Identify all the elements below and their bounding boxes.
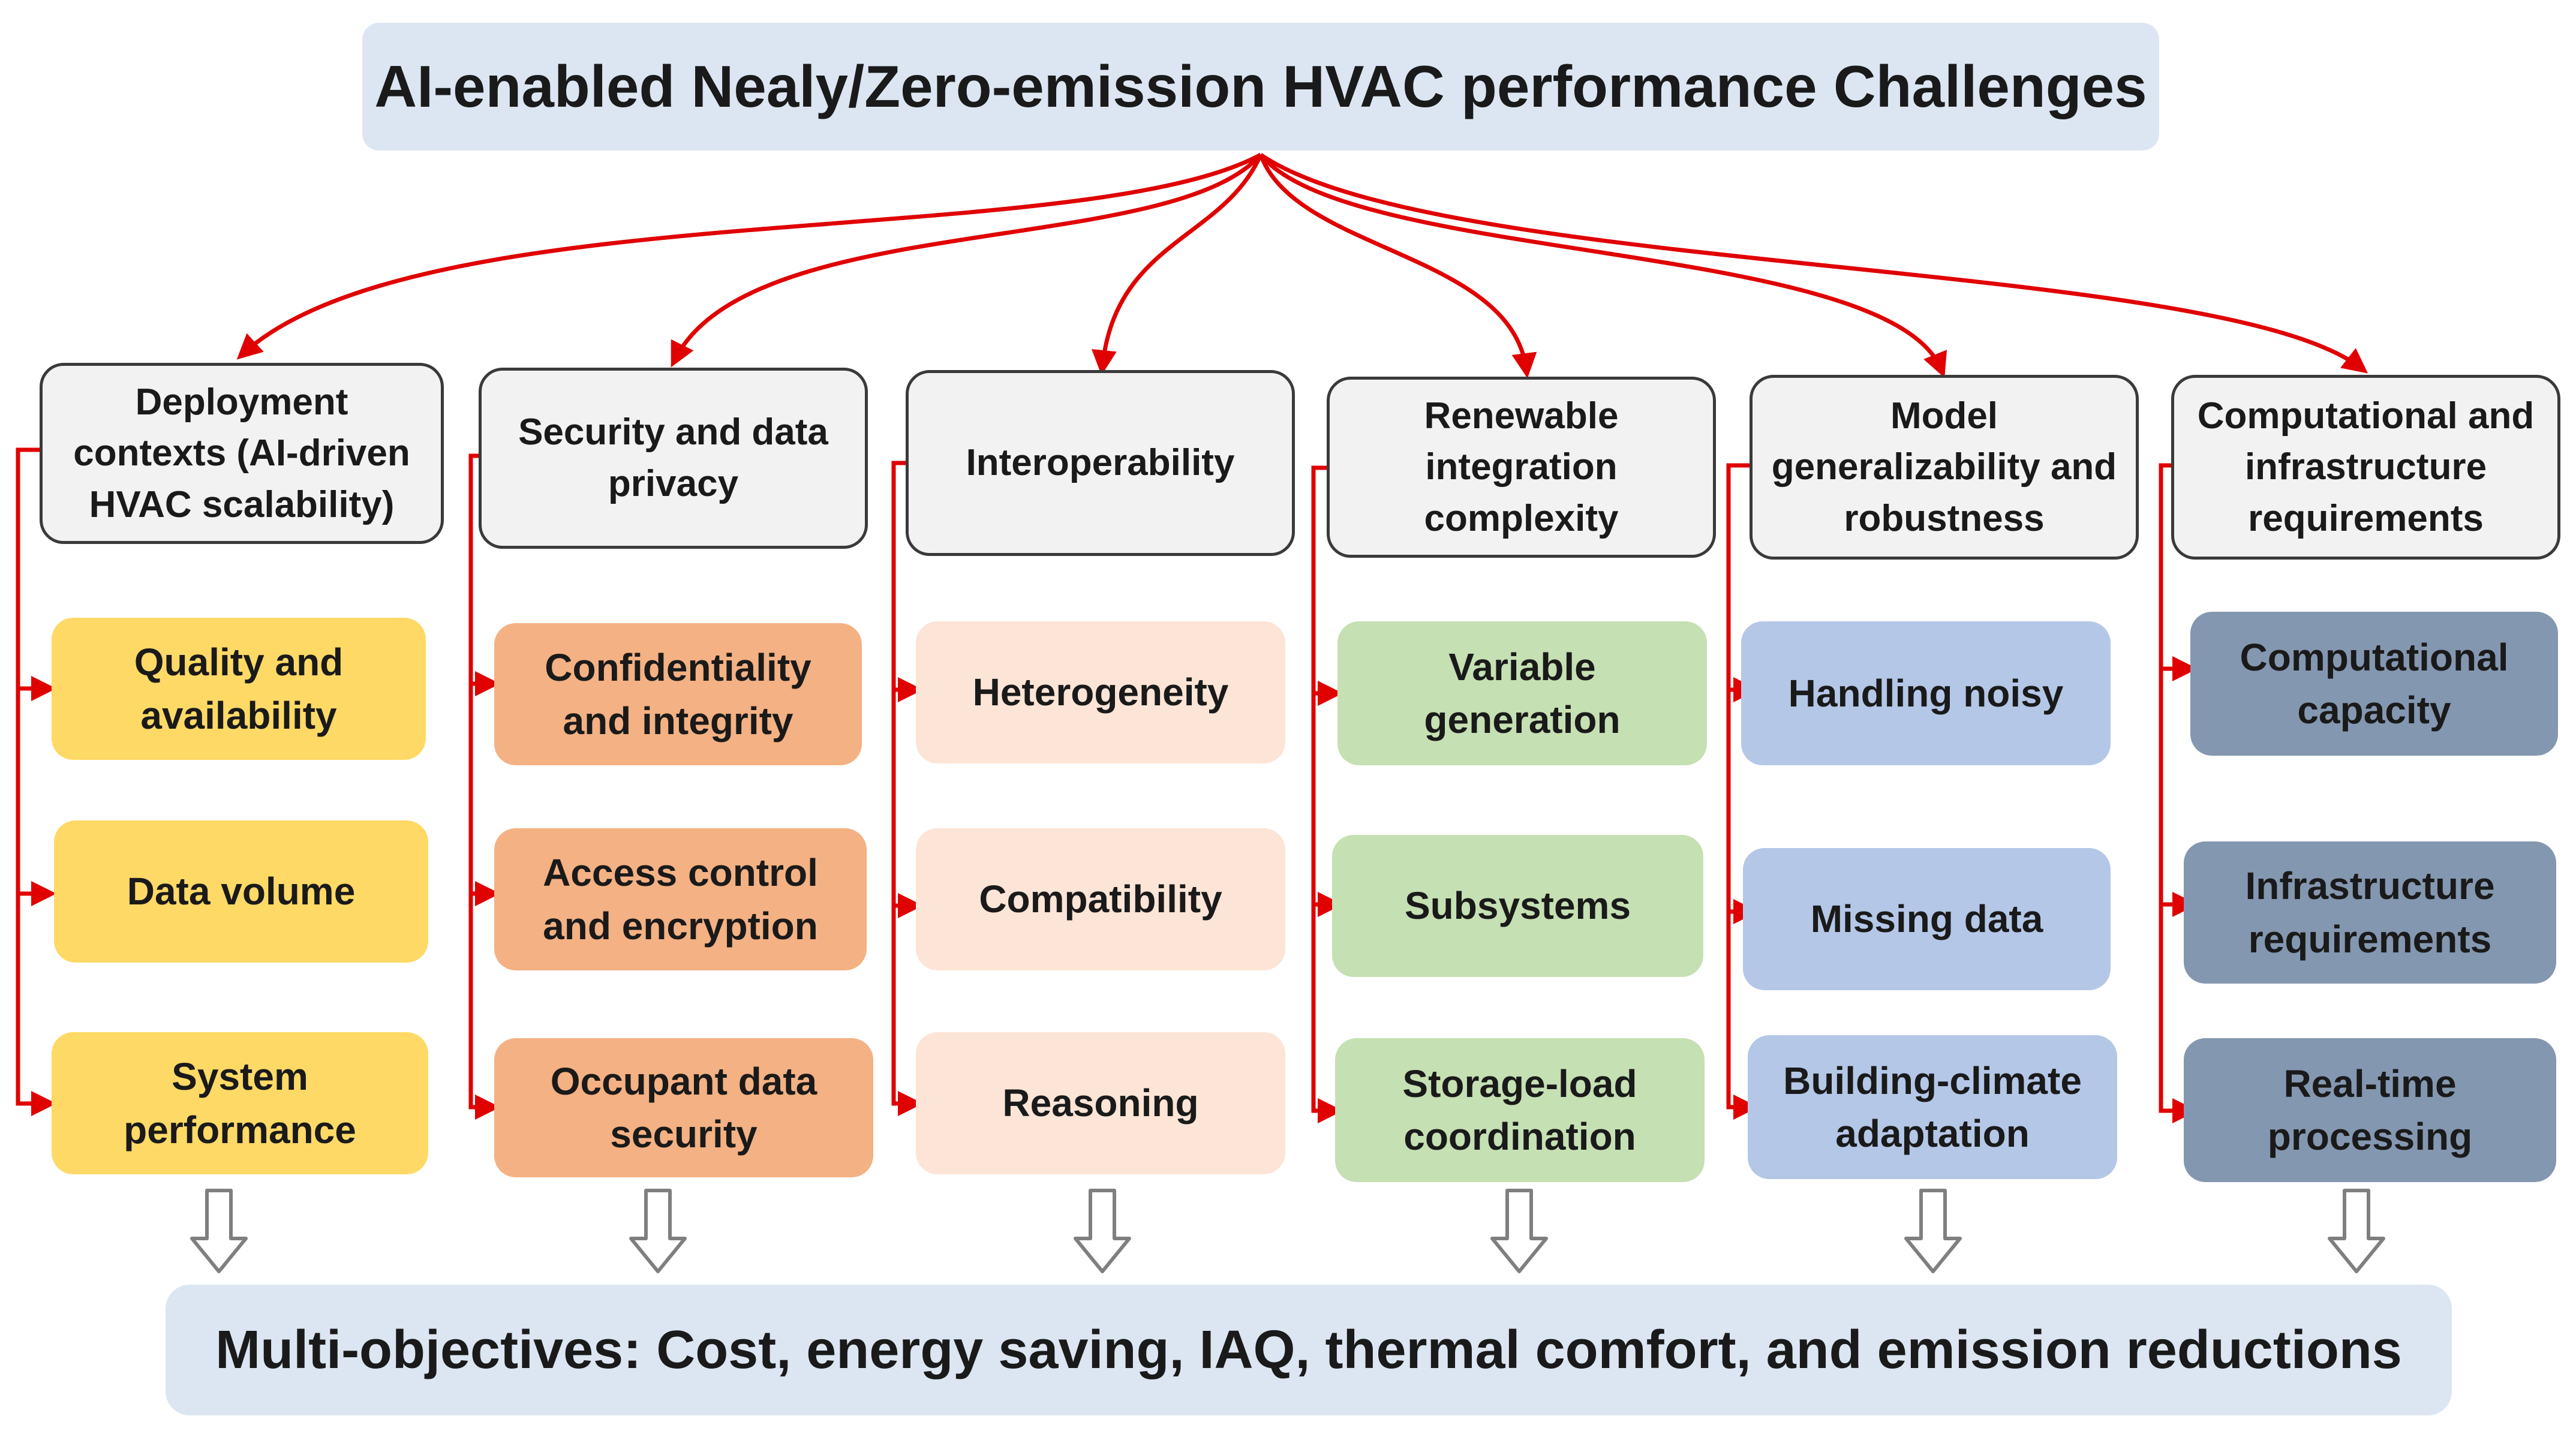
challenge-compatibility: Compatibility [916, 828, 1285, 970]
challenge-computational-capacity: Computational capacity [2190, 612, 2558, 756]
category-header-deployment: Deployment contexts (AI-driven HVAC scal… [40, 363, 444, 544]
category-header-interoperability: Interoperability [906, 370, 1295, 556]
challenge-building-climate-adaptation: Building-climate adaptation [1748, 1035, 2117, 1179]
down-arrow-4 [1490, 1189, 1548, 1273]
down-arrow-5 [1904, 1189, 1962, 1273]
challenge-variable-generation: Variable generation [1337, 621, 1707, 765]
bracket-computational [2159, 463, 2189, 1113]
bracket-model [1726, 463, 1753, 1110]
challenge-storage-load-coordination: Storage-load coordination [1335, 1038, 1705, 1182]
challenge-access-control-and-encryption: Access control and encryption [494, 828, 867, 970]
challenge-missing-data: Missing data [1743, 848, 2111, 990]
multi-objectives-banner: Multi-objectives: Cost, energy saving, I… [166, 1285, 2452, 1415]
bracket-security [468, 453, 492, 1110]
branch-arrow-computational [1260, 153, 2368, 374]
challenge-subsystems: Subsystems [1332, 835, 1703, 977]
branch-arrow-model [1259, 153, 1947, 378]
challenge-heterogeneity: Heterogeneity [916, 621, 1285, 763]
down-arrow-3 [1074, 1189, 1131, 1273]
branch-arrow-interoperability [1092, 154, 1263, 375]
branch-arrow-security [671, 153, 1263, 368]
down-arrow-1 [190, 1189, 248, 1273]
challenge-system-performance: System performance [52, 1032, 428, 1174]
branch-arrow-deployment [236, 152, 1262, 360]
challenge-reasoning: Reasoning [916, 1032, 1285, 1174]
bracket-renewable [1311, 465, 1334, 1113]
challenge-handling-noisy: Handling noisy [1741, 621, 2111, 765]
category-header-renewable: Renewable integration complexity [1327, 377, 1716, 558]
challenge-confidentiality-and-integrity: Confidentiality and integrity [494, 623, 862, 765]
challenge-real-time-processing: Real-time processing [2184, 1038, 2556, 1182]
down-arrow-6 [2328, 1189, 2385, 1273]
category-header-security: Security and data privacy [479, 368, 868, 549]
challenge-quality-and-availability: Quality and availability [52, 618, 426, 760]
bracket-interoperability [891, 461, 915, 1106]
challenge-data-volume: Data volume [54, 820, 428, 963]
diagram-title: AI-enabled Nealy/Zero-emission HVAC perf… [362, 23, 2159, 151]
category-header-model: Model generalizability and robustness [1750, 375, 2139, 560]
branch-arrow-renewable [1258, 154, 1537, 378]
bracket-deployment [16, 447, 48, 1106]
challenge-occupant-data-security: Occupant data security [494, 1038, 873, 1177]
down-arrow-2 [629, 1189, 687, 1273]
category-header-computational: Computational and infrastructure require… [2171, 375, 2560, 560]
challenge-infrastructure-requirements: Infrastructure requirements [2184, 841, 2556, 984]
